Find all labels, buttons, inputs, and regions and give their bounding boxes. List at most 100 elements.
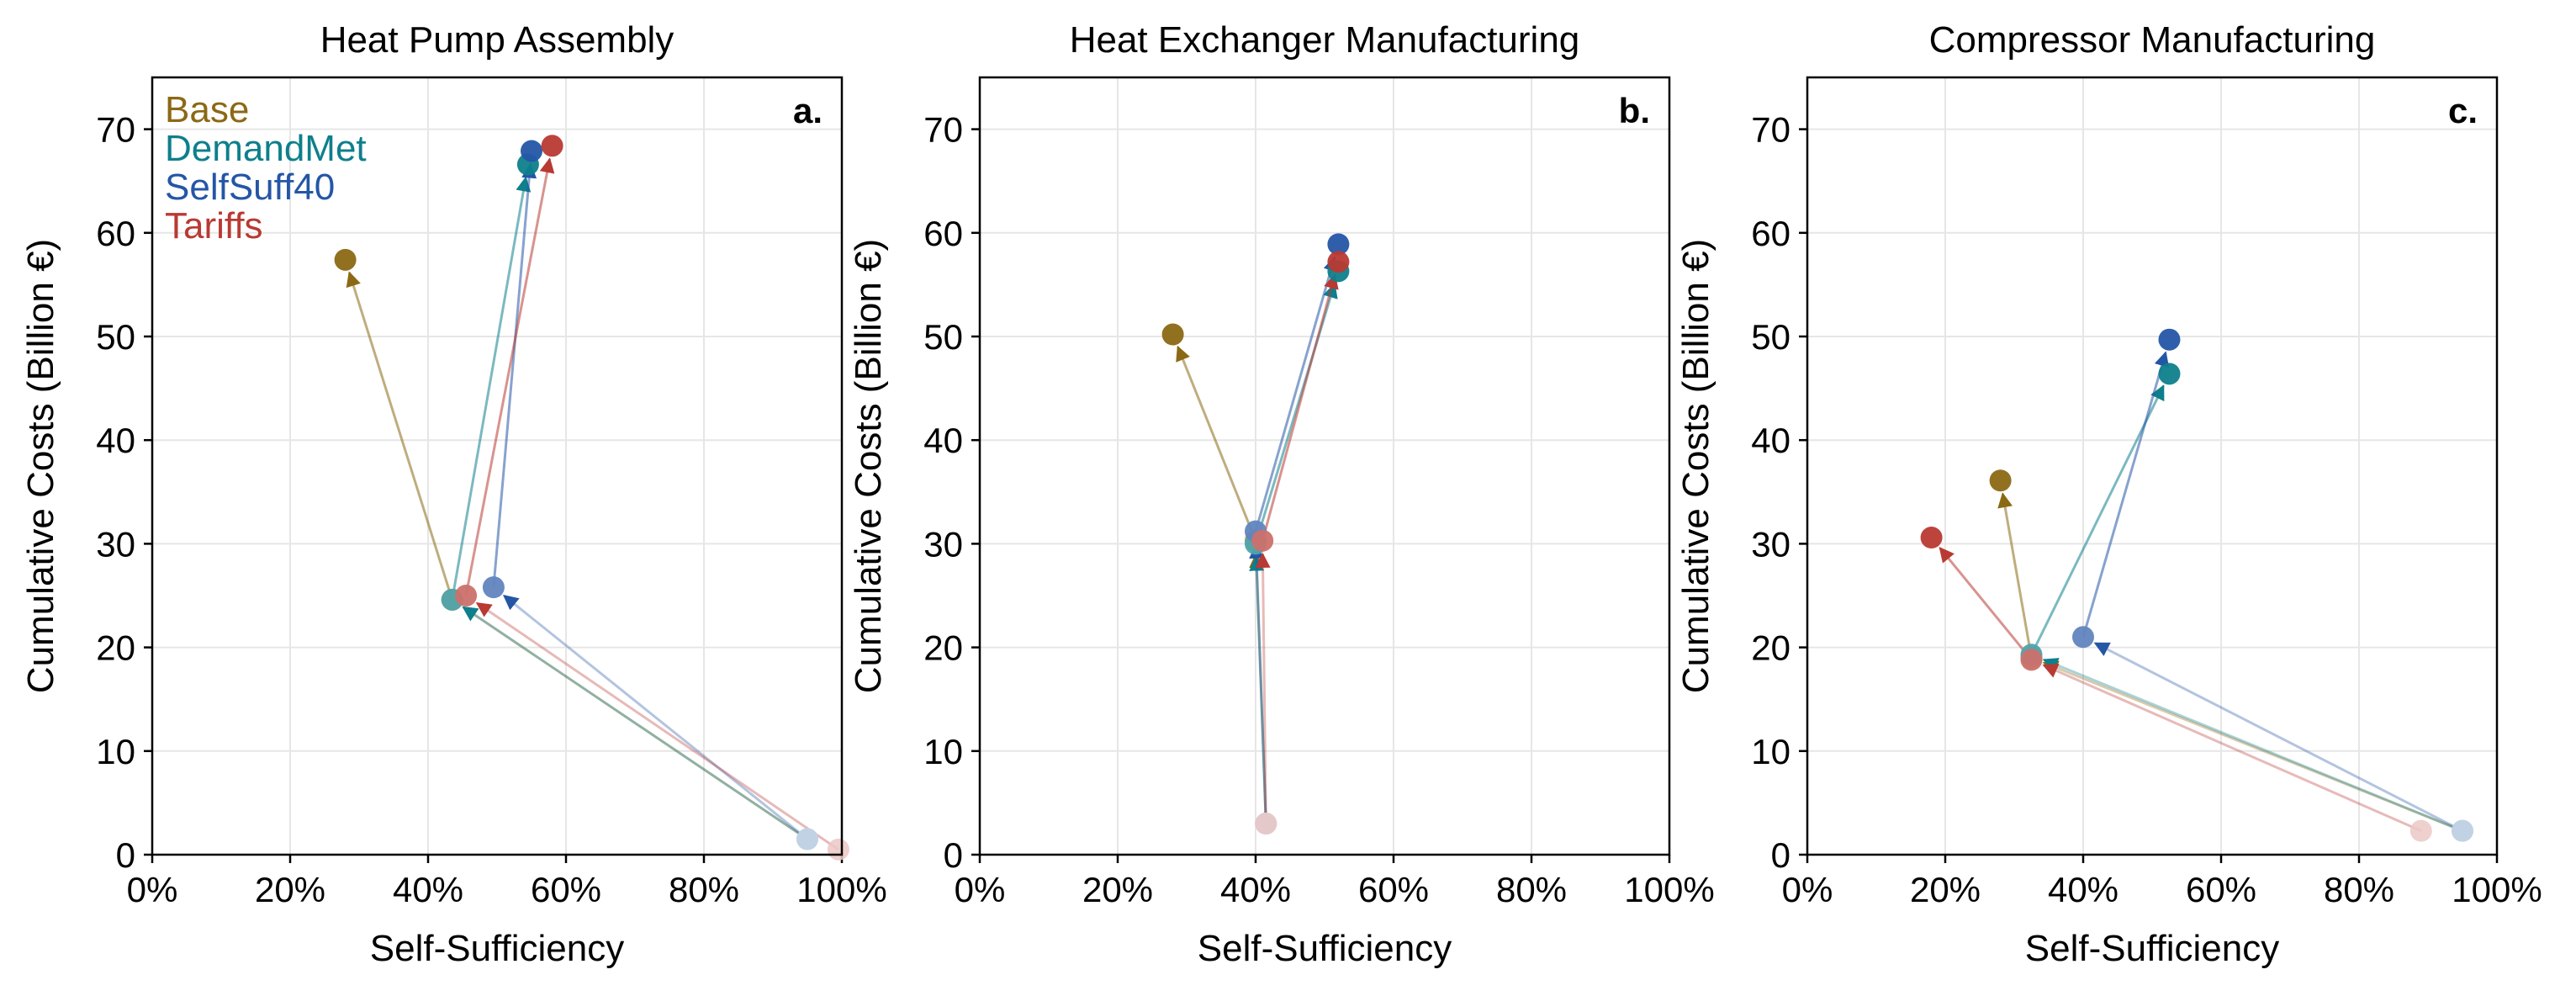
plot-frame xyxy=(978,76,1671,856)
arrow-tariffs-1 xyxy=(1939,546,2033,661)
y-tick-label: 40 xyxy=(1751,421,1791,460)
x-tick-label: 80% xyxy=(669,870,739,909)
chart-title: Compressor Manufacturing xyxy=(1929,19,2376,61)
panel-tag: b. xyxy=(1619,91,1650,130)
x-axis-label: Self-Sufficiency xyxy=(370,928,624,969)
arrow-base-1 xyxy=(346,271,454,601)
y-tick-label: 70 xyxy=(923,110,963,150)
y-axis-label: Cumulative Costs (Billion €) xyxy=(1675,239,1716,693)
y-tick-labels: 0 10 20 30 40 50 60 70 xyxy=(923,110,963,875)
arrow-demandmet-0 xyxy=(1249,555,1267,824)
arrows xyxy=(346,157,839,851)
arrow-selfsuff40-1 xyxy=(492,162,537,588)
x-tick-label: 0% xyxy=(1782,870,1833,909)
point-tariffs-2 xyxy=(1327,251,1350,273)
plot-frame xyxy=(151,76,844,856)
chart-title: Heat Exchanger Manufacturing xyxy=(1070,19,1580,61)
y-tick-label: 70 xyxy=(96,110,135,150)
arrow-base-0 xyxy=(1249,552,1267,824)
y-tick-label: 60 xyxy=(923,214,963,253)
grid xyxy=(1806,77,2498,856)
y-tick-label: 20 xyxy=(1751,628,1791,668)
y-tick-labels: 0 10 20 30 40 50 60 70 xyxy=(96,110,135,875)
x-tick-label: 60% xyxy=(1358,870,1429,909)
axis-ticks xyxy=(971,128,1671,863)
points xyxy=(1161,233,1350,835)
y-tick-label: 30 xyxy=(1751,524,1791,564)
y-tick-label: 40 xyxy=(923,421,963,460)
y-tick-label: 10 xyxy=(96,732,135,771)
arrow-demandmet-1 xyxy=(2030,384,2165,655)
y-tick-labels: 0 10 20 30 40 50 60 70 xyxy=(1751,110,1791,875)
plot-frame xyxy=(1806,76,2499,856)
x-tick-label: 40% xyxy=(393,870,463,909)
arrow-tariffs-0 xyxy=(1255,552,1271,824)
point-tariffs-0 xyxy=(2409,819,2432,842)
panel-heat-exchanger-manufacturing: Heat Exchanger Manufacturing 0% 20% 40% 60%… xyxy=(848,19,1715,969)
x-tick-label: 60% xyxy=(2186,870,2256,909)
legend-label-demandmet: DemandMet xyxy=(165,128,367,169)
y-tick-label: 10 xyxy=(923,732,963,771)
arrow-base-1 xyxy=(1997,492,2033,659)
x-axis-label: Self-Sufficiency xyxy=(2025,928,2279,969)
x-tick-label: 80% xyxy=(1496,870,1567,909)
point-selfsuff40-1 xyxy=(2072,626,2094,649)
point-selfsuff40-0 xyxy=(2452,819,2473,842)
y-axis-label: Cumulative Costs (Billion €) xyxy=(20,239,61,693)
point-tariffs-2 xyxy=(1920,527,1943,549)
point-tariffs-1 xyxy=(1251,529,1274,552)
panel-compressor-manufacturing: Compressor Manufacturing 0% 20% 40% 60% 80% 1… xyxy=(1675,19,2542,969)
point-tariffs-1 xyxy=(455,585,478,607)
axis-ticks xyxy=(1799,128,2499,863)
arrow-tariffs-1 xyxy=(464,157,555,596)
arrow-demandmet-1 xyxy=(451,176,532,601)
point-selfsuff40-2 xyxy=(2158,328,2181,351)
y-tick-label: 0 xyxy=(1771,835,1791,875)
arrow-base-1 xyxy=(1176,345,1257,542)
x-tick-label: 100% xyxy=(796,870,886,909)
y-tick-label: 30 xyxy=(96,524,135,564)
arrows xyxy=(1176,255,1339,824)
point-selfsuff40-2 xyxy=(521,140,542,162)
legend-label-tariffs: Tariffs xyxy=(165,205,263,246)
x-tick-labels: 0% 20% 40% 60% 80% 100% xyxy=(1782,870,2542,909)
point-tariffs-1 xyxy=(2020,649,2043,671)
arrow-selfsuff40-0 xyxy=(502,594,808,840)
y-axis-label: Cumulative Costs (Billion €) xyxy=(848,239,889,693)
x-tick-labels: 0% 20% 40% 60% 80% 100% xyxy=(955,870,1715,909)
point-base-2 xyxy=(1161,323,1184,346)
x-tick-label: 40% xyxy=(2048,870,2118,909)
legend-label-base: Base xyxy=(165,89,249,130)
x-tick-label: 20% xyxy=(1082,870,1153,909)
point-base-2 xyxy=(334,248,357,271)
x-axis-label: Self-Sufficiency xyxy=(1198,928,1452,969)
arrow-selfsuff40-0 xyxy=(2093,642,2463,832)
arrow-selfsuff40-1 xyxy=(2081,351,2170,638)
legend-label-selfsuff40: SelfSuff40 xyxy=(165,167,335,208)
x-tick-label: 60% xyxy=(531,870,601,909)
x-tick-label: 40% xyxy=(1220,870,1291,909)
point-base-2 xyxy=(1989,469,2012,492)
point-tariffs-0 xyxy=(827,838,849,861)
points xyxy=(334,135,849,861)
point-selfsuff40-0 xyxy=(796,828,818,850)
points xyxy=(1920,328,2473,842)
arrow-tariffs-0 xyxy=(475,601,839,851)
panel-tag: a. xyxy=(793,91,823,130)
y-tick-label: 0 xyxy=(116,835,135,875)
y-tick-label: 60 xyxy=(96,214,135,253)
point-tariffs-2 xyxy=(541,135,563,157)
y-tick-label: 20 xyxy=(96,628,135,668)
grid xyxy=(979,77,1670,856)
point-selfsuff40-2 xyxy=(1327,233,1350,256)
y-tick-label: 20 xyxy=(923,628,963,668)
panel-tag: c. xyxy=(2448,91,2478,130)
x-tick-label: 20% xyxy=(255,870,325,909)
legend: Base DemandMet SelfSuff40 Tariffs xyxy=(165,89,367,246)
arrow-selfsuff40-0 xyxy=(1249,543,1267,824)
x-tick-label: 20% xyxy=(1910,870,1981,909)
y-tick-label: 0 xyxy=(944,835,963,875)
x-tick-label: 0% xyxy=(127,870,178,909)
y-tick-label: 50 xyxy=(96,317,135,357)
